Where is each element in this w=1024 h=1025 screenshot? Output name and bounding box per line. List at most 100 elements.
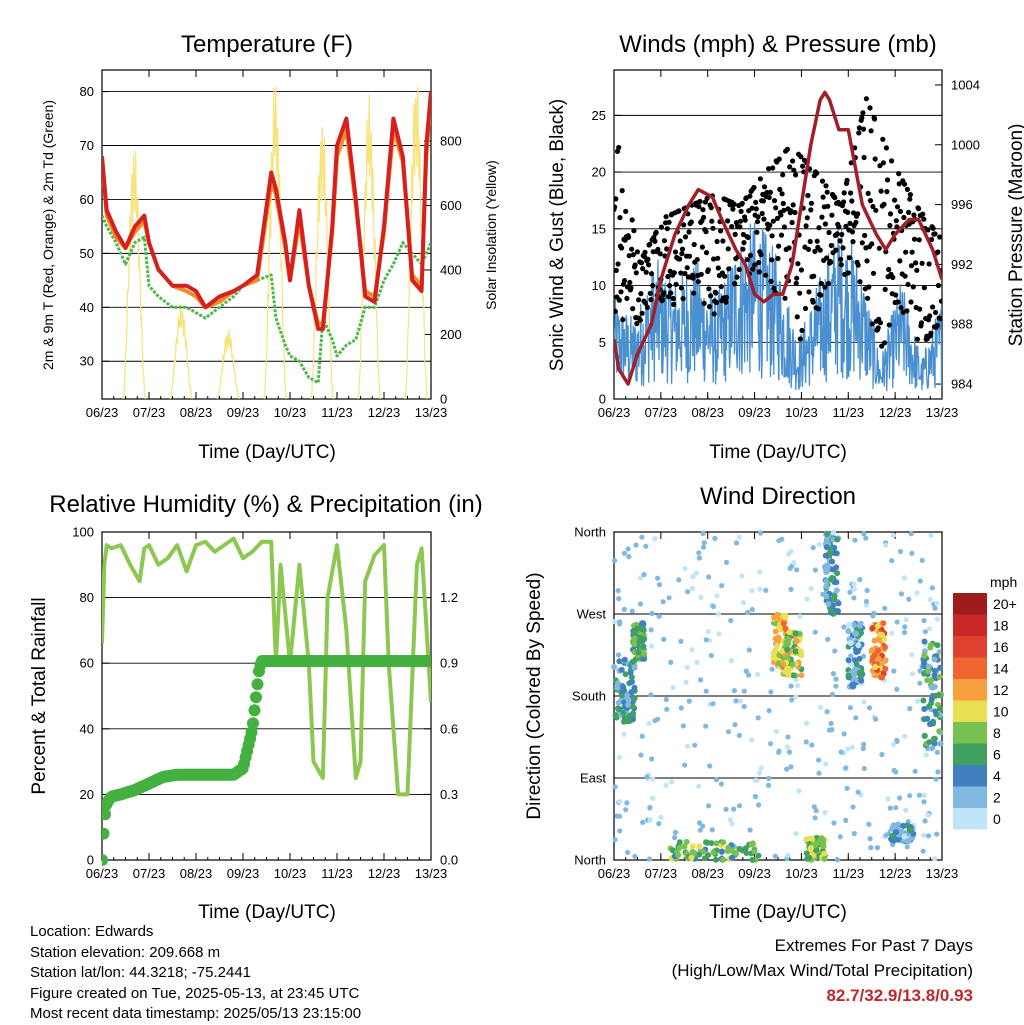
gust-point (808, 207, 814, 213)
wind-x-tick-label: 06/23 (598, 405, 631, 420)
dir-x-tick-label: 13/23 (926, 866, 959, 881)
direction-point (727, 817, 733, 823)
temp-x-tick-label: 10/23 (274, 405, 307, 420)
direction-point (853, 715, 859, 721)
temp-y2-tick-label: 0 (440, 392, 447, 407)
gust-point (757, 176, 764, 182)
direction-point (713, 777, 720, 783)
rh-frame (101, 531, 432, 861)
direction-point (681, 843, 688, 850)
direction-point (784, 636, 791, 642)
winds-y-label: Sonic Wind & Gust (Blue, Black) (547, 99, 568, 371)
created-text: Figure created on Tue, 2025-05-13, at 23… (30, 984, 360, 1002)
direction-point (926, 703, 933, 710)
rh-x-tick-label: 10/23 (274, 866, 307, 881)
direction-point (803, 850, 810, 857)
gust-point (928, 330, 934, 336)
gust-point (823, 183, 829, 189)
gust-point (803, 223, 809, 229)
direction-point (824, 530, 831, 537)
direction-point (855, 642, 862, 649)
gust-point (907, 196, 913, 202)
direction-point (861, 653, 867, 659)
direction-point (869, 625, 876, 632)
direction-point (793, 694, 799, 700)
gust-point (837, 238, 843, 244)
colorbar-swatch (953, 679, 987, 701)
dir-y-tick-label: North (574, 525, 606, 540)
direction-point (652, 536, 658, 542)
direction-point (678, 638, 684, 644)
direction-point (624, 800, 630, 806)
gust-point (726, 266, 732, 272)
direction-point (656, 613, 662, 619)
gust-point (664, 246, 670, 252)
direction-point (926, 833, 932, 839)
direction-point (683, 679, 689, 685)
direction-point (786, 749, 793, 755)
direction-point (875, 636, 882, 643)
direction-point (611, 619, 618, 625)
gust-point (756, 259, 762, 266)
direction-point (921, 792, 928, 799)
gust-point (820, 194, 826, 200)
direction-point (931, 668, 938, 674)
direction-point (631, 641, 638, 647)
gust-point (752, 262, 758, 268)
gust-point (845, 270, 851, 276)
gust-point (867, 198, 874, 204)
direction-point (765, 782, 772, 788)
gust-point (626, 253, 632, 259)
direction-point (816, 757, 822, 763)
direction-point (626, 554, 632, 560)
direction-point (829, 558, 836, 565)
direction-point (676, 839, 683, 846)
direction-point (749, 606, 755, 613)
direction-point (700, 544, 707, 550)
wind-y-tick-label: 0 (599, 392, 606, 407)
direction-point (647, 805, 653, 811)
gust-point (661, 290, 667, 296)
gust-point (870, 203, 876, 210)
gust-point (896, 171, 902, 177)
gust-point (937, 316, 942, 322)
gust-point (696, 204, 702, 210)
direction-point (889, 558, 895, 564)
direction-point (929, 745, 936, 752)
temp-x-tick-label: 06/23 (86, 405, 119, 420)
direction-point (841, 624, 847, 630)
gust-point (918, 320, 925, 326)
direction-point (720, 856, 727, 863)
direction-point (934, 642, 941, 649)
rh-precip-title: Relative Humidity (%) & Precipitation (i… (49, 491, 482, 518)
gust-point (627, 279, 633, 286)
gust-point (671, 270, 677, 276)
direction-point (917, 680, 923, 686)
gust-point (938, 298, 942, 304)
direction-point (763, 587, 769, 594)
gust-point (673, 281, 679, 287)
direction-point (700, 823, 706, 829)
gust-point (647, 290, 653, 296)
direction-point (749, 737, 755, 743)
direction-point (851, 830, 857, 837)
gust-point (713, 299, 720, 306)
direction-point (803, 739, 809, 745)
colorbar-label: 8 (993, 725, 1001, 741)
direction-point (622, 671, 629, 678)
gust-point (617, 215, 623, 221)
rh-x-tick-label: 11/23 (321, 866, 353, 881)
direction-point (921, 652, 928, 659)
gust-point (666, 219, 672, 225)
gust-point (776, 156, 782, 162)
gust-point (819, 214, 825, 220)
direction-point (845, 672, 852, 679)
direction-point (621, 606, 627, 613)
colorbar-swatch (953, 743, 987, 765)
direction-point (696, 783, 702, 789)
direction-point (921, 706, 928, 712)
gust-point (870, 270, 877, 276)
direction-point (748, 841, 755, 848)
gust-point (804, 215, 810, 221)
gust-point (845, 209, 851, 215)
